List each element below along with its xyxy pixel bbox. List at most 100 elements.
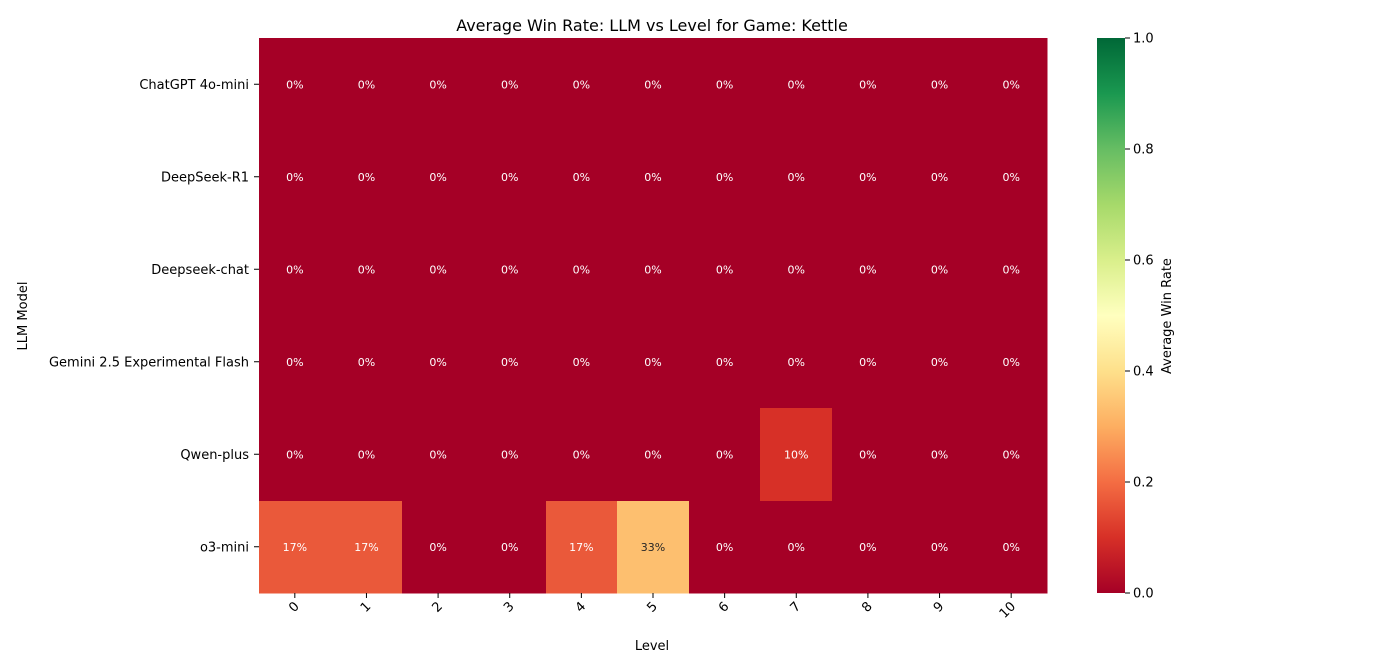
heatmap-cell [402, 38, 475, 132]
heatmap-cell [760, 38, 833, 132]
cell-value-label: 0% [644, 78, 661, 91]
heatmap-cell [546, 316, 618, 409]
heatmap-cell-labels: 0% 0% 0% 0% 0% 0% 0% 0% 0% 0% 0% 0% 0% 0% 0% 0% 0% 0% 0% 0%… [283, 78, 1020, 554]
x-tick-label: 9 [931, 599, 947, 615]
cell-value-label: 0% [1002, 263, 1019, 276]
heatmap-cell [617, 131, 690, 224]
x-tick-label: 3 [501, 599, 517, 615]
heatmap-cell [617, 316, 690, 409]
heatmap-cell [331, 316, 403, 409]
heatmap-cell [975, 223, 1048, 317]
heatmap-cell [331, 223, 403, 317]
x-tick-label: 5 [644, 599, 660, 615]
heatmap-cell [617, 223, 690, 317]
cell-value-label: 0% [286, 356, 303, 369]
heatmap-cell [904, 223, 976, 317]
heatmap-cell [904, 131, 976, 224]
colorbar-tick-label: 0.2 [1133, 476, 1154, 491]
heatmap-cell [546, 223, 618, 317]
heatmap-cell [546, 408, 618, 502]
cell-value-label: 0% [859, 541, 876, 554]
heatmap-cell [689, 316, 761, 409]
heatmap-cell [832, 316, 905, 409]
heatmap-cell [546, 501, 618, 594]
heatmap-cells [259, 38, 1048, 594]
heatmap-cell [904, 501, 976, 594]
cell-value-label: 0% [716, 541, 733, 554]
cell-value-label: 0% [1002, 448, 1019, 461]
cell-value-label: 0% [931, 263, 948, 276]
cell-value-label: 0% [644, 448, 661, 461]
cell-value-label: 0% [859, 356, 876, 369]
heatmap-cell [259, 131, 332, 224]
cell-value-label: 0% [501, 448, 518, 461]
x-tick-label: 4 [573, 599, 589, 615]
heatmap-cell [760, 408, 833, 502]
cell-value-label: 0% [931, 171, 948, 184]
heatmap-cell [975, 316, 1048, 409]
cell-value-label: 0% [501, 356, 518, 369]
cell-value-label: 0% [358, 263, 375, 276]
cell-value-label: 0% [573, 78, 590, 91]
cell-value-label: 0% [573, 263, 590, 276]
cell-value-label: 0% [501, 263, 518, 276]
cell-value-label: 0% [358, 356, 375, 369]
heatmap-cell [832, 408, 905, 502]
cell-value-label: 0% [429, 356, 446, 369]
heatmap-cell [474, 38, 547, 132]
cell-value-label: 0% [358, 78, 375, 91]
x-tick-label: 0 [286, 599, 302, 615]
heatmap-cell [617, 38, 690, 132]
chart-title: Average Win Rate: LLM vs Level for Game:… [456, 16, 848, 35]
heatmap-cell [331, 501, 403, 594]
cell-value-label: 0% [859, 448, 876, 461]
cell-value-label: 0% [358, 448, 375, 461]
cell-value-label: 0% [644, 171, 661, 184]
x-tick-label: 7 [788, 599, 804, 615]
heatmap-cell [474, 223, 547, 317]
colorbar-tick-label: 0.4 [1133, 365, 1154, 380]
y-axis-label: LLM Model [16, 282, 31, 351]
cell-value-label: 0% [788, 78, 805, 91]
cell-value-label: 0% [1002, 171, 1019, 184]
cell-value-label: 0% [286, 171, 303, 184]
y-tick-label: ChatGPT 4o-mini [139, 78, 249, 93]
cell-value-label: 0% [286, 263, 303, 276]
heatmap-cell [331, 38, 403, 132]
cell-value-label: 0% [429, 541, 446, 554]
cell-value-label: 0% [859, 171, 876, 184]
cell-value-label: 0% [788, 263, 805, 276]
cell-value-label: 0% [573, 356, 590, 369]
cell-value-label: 0% [644, 356, 661, 369]
cell-value-label: 0% [429, 171, 446, 184]
heatmap-cell [760, 501, 833, 594]
heatmap-cell [402, 223, 475, 317]
cell-value-label: 0% [644, 263, 661, 276]
cell-value-label: 0% [859, 263, 876, 276]
cell-value-label: 0% [573, 171, 590, 184]
x-axis-ticks: 0 1 2 3 4 5 6 7 8 9 10 [286, 593, 1019, 622]
y-tick-label: Deepseek-chat [151, 263, 249, 278]
heatmap-cell [760, 316, 833, 409]
heatmap-cell [832, 223, 905, 317]
heatmap-cell [904, 316, 976, 409]
x-tick-label: 10 [997, 599, 1019, 621]
cell-value-label: 0% [931, 448, 948, 461]
heatmap-cell [402, 408, 475, 502]
x-tick-label: 6 [716, 599, 732, 615]
heatmap-cell [259, 223, 332, 317]
heatmap-cell [689, 223, 761, 317]
heatmap-cell [975, 501, 1048, 594]
heatmap-cell [259, 38, 332, 132]
heatmap-cell [832, 38, 905, 132]
cell-value-label: 0% [286, 78, 303, 91]
cell-value-label: 0% [573, 448, 590, 461]
heatmap-cell [546, 131, 618, 224]
heatmap-cell [474, 316, 547, 409]
heatmap-cell [402, 316, 475, 409]
y-tick-label: DeepSeek-R1 [161, 170, 249, 185]
heatmap-cell [402, 501, 475, 594]
cell-value-label: 0% [788, 541, 805, 554]
cell-value-label: 0% [931, 78, 948, 91]
heatmap-cell [546, 38, 618, 132]
